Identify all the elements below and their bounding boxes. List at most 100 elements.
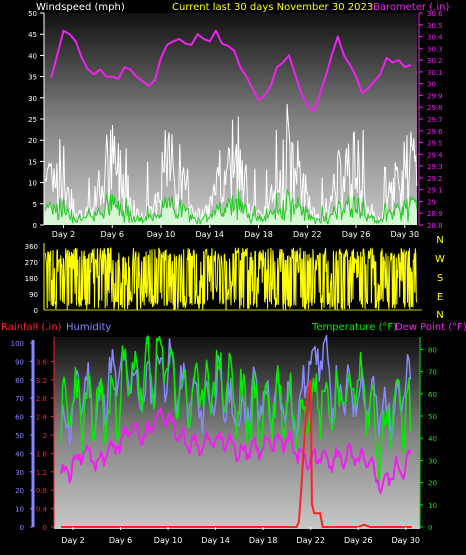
barometer-tick-label: 30.4 <box>427 34 443 42</box>
direction-series <box>44 247 418 311</box>
rainfall-tick-label: 2 <box>43 432 47 440</box>
x-tick-label: Day 10 <box>154 536 183 545</box>
x-tick-label: Day 18 <box>244 230 273 239</box>
compass-label: W <box>435 254 445 265</box>
windspeed-label: Windspeed (mph) <box>36 2 125 13</box>
rainfall-tick-label: 1.6 <box>36 450 48 458</box>
compass-label: N <box>436 310 443 321</box>
barometer-series <box>50 29 412 113</box>
wind-tick-label: 30 <box>28 95 37 103</box>
rainfall-tick-label: 1.2 <box>36 469 47 477</box>
wind-tick-label: 15 <box>28 158 37 166</box>
wind-axes: 0 5 10 15 20 25 30 35 40 45 50 28.8 28.9 29 29.1 29.2 29… <box>28 10 443 230</box>
humidity-label: Humidity <box>66 322 111 333</box>
temperature-tick-label: 10 <box>428 502 437 510</box>
barometer-line <box>50 29 412 113</box>
temperature-tick-label: 20 <box>428 480 437 488</box>
barometer-label: Barometer (.in) <box>373 2 449 13</box>
barometer-tick-label: 29.1 <box>427 187 443 195</box>
temperature-tick-label: 40 <box>428 435 437 443</box>
humidity-tick-label: 100 <box>11 340 24 348</box>
x-tick-label: Day 6 <box>109 536 132 545</box>
humidity-tick-label: 40 <box>15 450 24 458</box>
barometer-tick-label: 30.3 <box>427 45 443 53</box>
temperature-label: Temperature (°F) <box>311 322 397 333</box>
wind-direction-line <box>44 247 418 311</box>
compass-label: N <box>436 235 443 246</box>
wind-tick-label: 5 <box>33 201 37 209</box>
barometer-tick-label: 29.7 <box>427 116 443 124</box>
barometer-tick-label: 30 <box>427 81 436 89</box>
barometer-tick-label: 29.4 <box>427 151 443 159</box>
humidity-tick-label: 50 <box>15 432 24 440</box>
direction-tick-label: 270 <box>25 259 38 267</box>
temperature-tick-label: 60 <box>428 391 437 399</box>
weather-series <box>60 334 412 528</box>
temperature-tick-label: 70 <box>428 369 437 377</box>
weather-x-ticks: Day 2 Day 6 Day 10 Day 14 Day 18 Day 22 Day 26… <box>61 527 420 545</box>
humidity-tick-label: 90 <box>15 358 24 366</box>
wind-x-ticks: Day 2 Day 6 Day 10 Day 14 Day 18 Day 22 Day 26… <box>52 225 419 239</box>
barometer-tick-label: 29.2 <box>427 175 443 183</box>
x-tick-label: Day 22 <box>296 536 325 545</box>
temperature-tick-label: 50 <box>428 413 437 421</box>
wind-tick-label: 0 <box>33 222 37 230</box>
wind-tick-label: 45 <box>28 31 37 39</box>
x-tick-label: Day 6 <box>101 230 124 239</box>
humidity-tick-label: 0 <box>20 524 24 532</box>
barometer-tick-label: 30.5 <box>427 22 443 30</box>
rainfall-tick-label: 0.4 <box>36 506 48 514</box>
rainfall-tick-label: 2.8 <box>36 395 47 403</box>
rainfall-line <box>61 379 412 528</box>
wind-tick-label: 10 <box>28 180 37 188</box>
temperature-tick-label: 30 <box>428 457 437 465</box>
rainfall-tick-label: 0 <box>43 524 47 532</box>
rainfall-tick-label: 0.8 <box>36 487 47 495</box>
x-tick-label: Day 2 <box>61 536 84 545</box>
humidity-tick-label: 20 <box>15 487 24 495</box>
temperature-line <box>60 335 412 486</box>
barometer-tick-label: 29 <box>427 198 436 206</box>
dewpoint-line <box>60 407 412 495</box>
barometer-tick-label: 30.2 <box>427 57 443 65</box>
direction-tick-label: 90 <box>29 291 38 299</box>
x-tick-label: Day 30 <box>391 536 420 545</box>
barometer-tick-label: 29.3 <box>427 163 443 171</box>
direction-tick-label: 0 <box>34 307 38 315</box>
x-tick-label: Day 26 <box>344 536 373 545</box>
humidity-tick-label: 30 <box>15 469 24 477</box>
temperature-tick-label: 0 <box>428 524 432 532</box>
chart-title: Current last 30 days November 30 2023 <box>172 2 373 13</box>
wind-tick-label: 20 <box>28 137 37 145</box>
x-tick-label: Day 14 <box>201 536 230 545</box>
barometer-tick-label: 28.8 <box>427 222 443 230</box>
weather-axes: 010203040506070809010000.40.81.21.622.42… <box>11 337 437 532</box>
x-tick-label: Day 2 <box>52 230 75 239</box>
wind-tick-label: 35 <box>28 74 37 82</box>
rainfall-tick-label: 2.4 <box>36 414 48 422</box>
x-tick-label: Day 30 <box>391 230 420 239</box>
x-tick-label: Day 10 <box>147 230 176 239</box>
rainfall-tick-label: 3.6 <box>36 358 48 366</box>
dewpoint-label: Dew Point (°F) <box>395 322 466 333</box>
wind-tick-label: 40 <box>28 52 37 60</box>
x-tick-label: Day 26 <box>342 230 371 239</box>
barometer-tick-label: 28.9 <box>427 210 443 218</box>
humidity-tick-label: 70 <box>15 395 24 403</box>
barometer-tick-label: 30.6 <box>427 10 443 18</box>
wind-gust-line <box>44 103 418 226</box>
humidity-tick-label: 10 <box>15 506 24 514</box>
compass-label: E <box>437 292 443 303</box>
compass-label: S <box>437 273 443 284</box>
barometer-tick-label: 29.8 <box>427 104 443 112</box>
x-tick-label: Day 14 <box>196 230 225 239</box>
rainfall-tick-label: 3.2 <box>36 377 47 385</box>
humidity-tick-label: 80 <box>15 377 24 385</box>
barometer-tick-label: 29.9 <box>427 92 443 100</box>
temperature-tick-label: 80 <box>428 346 437 354</box>
wind-average-line <box>44 188 418 225</box>
humidity-tick-label: 60 <box>15 414 24 422</box>
direction-tick-label: 180 <box>25 275 38 283</box>
